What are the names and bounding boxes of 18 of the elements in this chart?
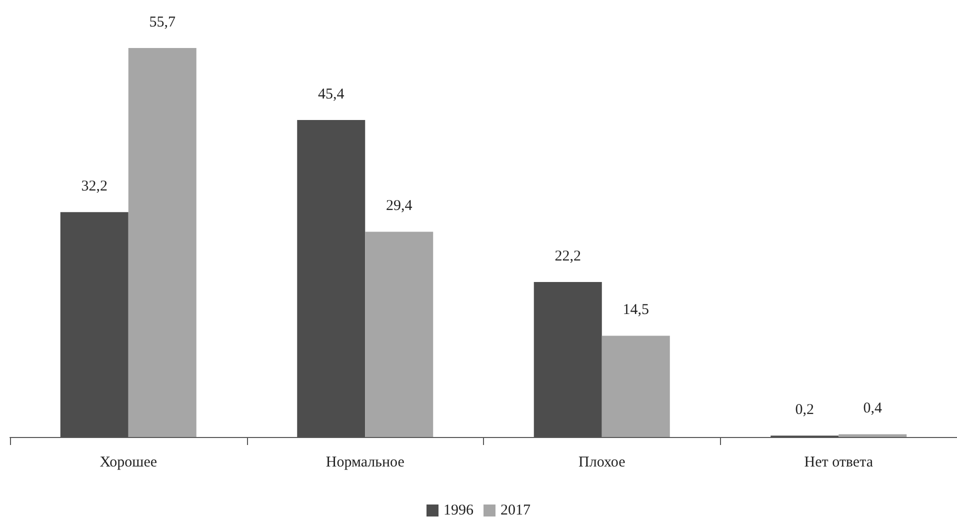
bar <box>602 336 670 437</box>
data-label: 0,2 <box>795 402 814 418</box>
x-tick-label: Нормальное <box>326 454 405 470</box>
data-label: 32,2 <box>81 178 108 195</box>
x-tick-label: Хорошее <box>100 454 158 470</box>
legend-label: 2017 <box>500 502 531 518</box>
data-label: 29,4 <box>386 198 413 214</box>
data-label: 14,5 <box>622 302 649 318</box>
data-label: 55,7 <box>149 14 176 31</box>
data-label: 22,2 <box>554 248 581 264</box>
legend-label: 1996 <box>444 502 474 518</box>
bar <box>128 48 196 437</box>
bar <box>838 434 907 437</box>
x-tick-label: Плохое <box>578 454 626 470</box>
x-tick-label: Нет ответа <box>804 454 874 470</box>
data-label: 0,4 <box>863 400 882 417</box>
data-label: 45,4 <box>318 86 345 102</box>
bar <box>365 232 434 437</box>
